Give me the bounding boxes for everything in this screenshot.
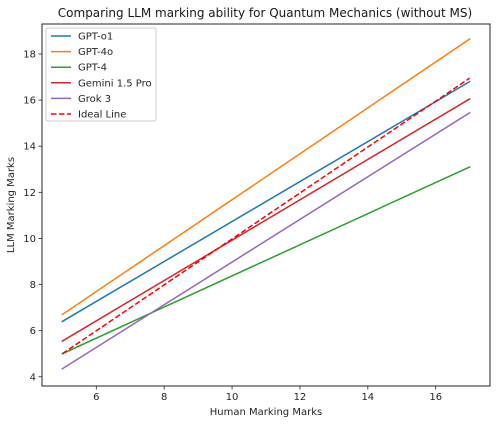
y-axis-ticks: 4 6 8 10 12 14 16 18 xyxy=(23,49,42,383)
y-tick-label: 4 xyxy=(30,372,36,383)
y-tick-label: 8 xyxy=(30,280,36,291)
y-tick-label: 16 xyxy=(23,96,36,107)
legend-label-2: GPT-4 xyxy=(78,63,107,74)
x-tick-label: 14 xyxy=(361,392,374,403)
y-tick-label: 6 xyxy=(30,326,36,337)
x-tick-label: 10 xyxy=(226,392,239,403)
y-tick-label: 12 xyxy=(23,188,36,199)
legend-label-3: Gemini 1.5 Pro xyxy=(78,78,152,89)
legend-box xyxy=(45,27,157,122)
series-line-3 xyxy=(61,97,471,343)
series-line-0 xyxy=(61,80,471,323)
legend: GPT-o1 GPT-4o GPT-4 Gemini 1.5 Pro Grok 3 Ide… xyxy=(45,27,157,122)
series-layer xyxy=(61,37,471,370)
y-axis-label: LLM Marking Marks xyxy=(6,157,17,253)
series-line-2 xyxy=(61,165,471,355)
x-tick-label: 16 xyxy=(429,392,442,403)
legend-label-1: GPT-4o xyxy=(78,47,113,58)
legend-label-5: Ideal Line xyxy=(78,110,126,121)
x-tick-label: 8 xyxy=(161,392,167,403)
chart-title: Comparing LLM marking ability for Quantu… xyxy=(58,6,472,20)
x-axis-ticks: 6 8 10 12 14 16 xyxy=(93,386,442,403)
x-tick-label: 12 xyxy=(294,392,307,403)
legend-label-0: GPT-o1 xyxy=(78,32,113,43)
series-line-1 xyxy=(61,37,471,316)
y-tick-label: 14 xyxy=(23,142,36,153)
x-tick-label: 6 xyxy=(93,392,99,403)
y-tick-label: 18 xyxy=(23,49,36,60)
legend-label-4: Grok 3 xyxy=(78,94,111,105)
x-axis-label: Human Marking Marks xyxy=(210,407,322,418)
y-tick-label: 10 xyxy=(23,234,36,245)
series-line-4 xyxy=(61,111,471,370)
series-line-5 xyxy=(61,77,471,355)
